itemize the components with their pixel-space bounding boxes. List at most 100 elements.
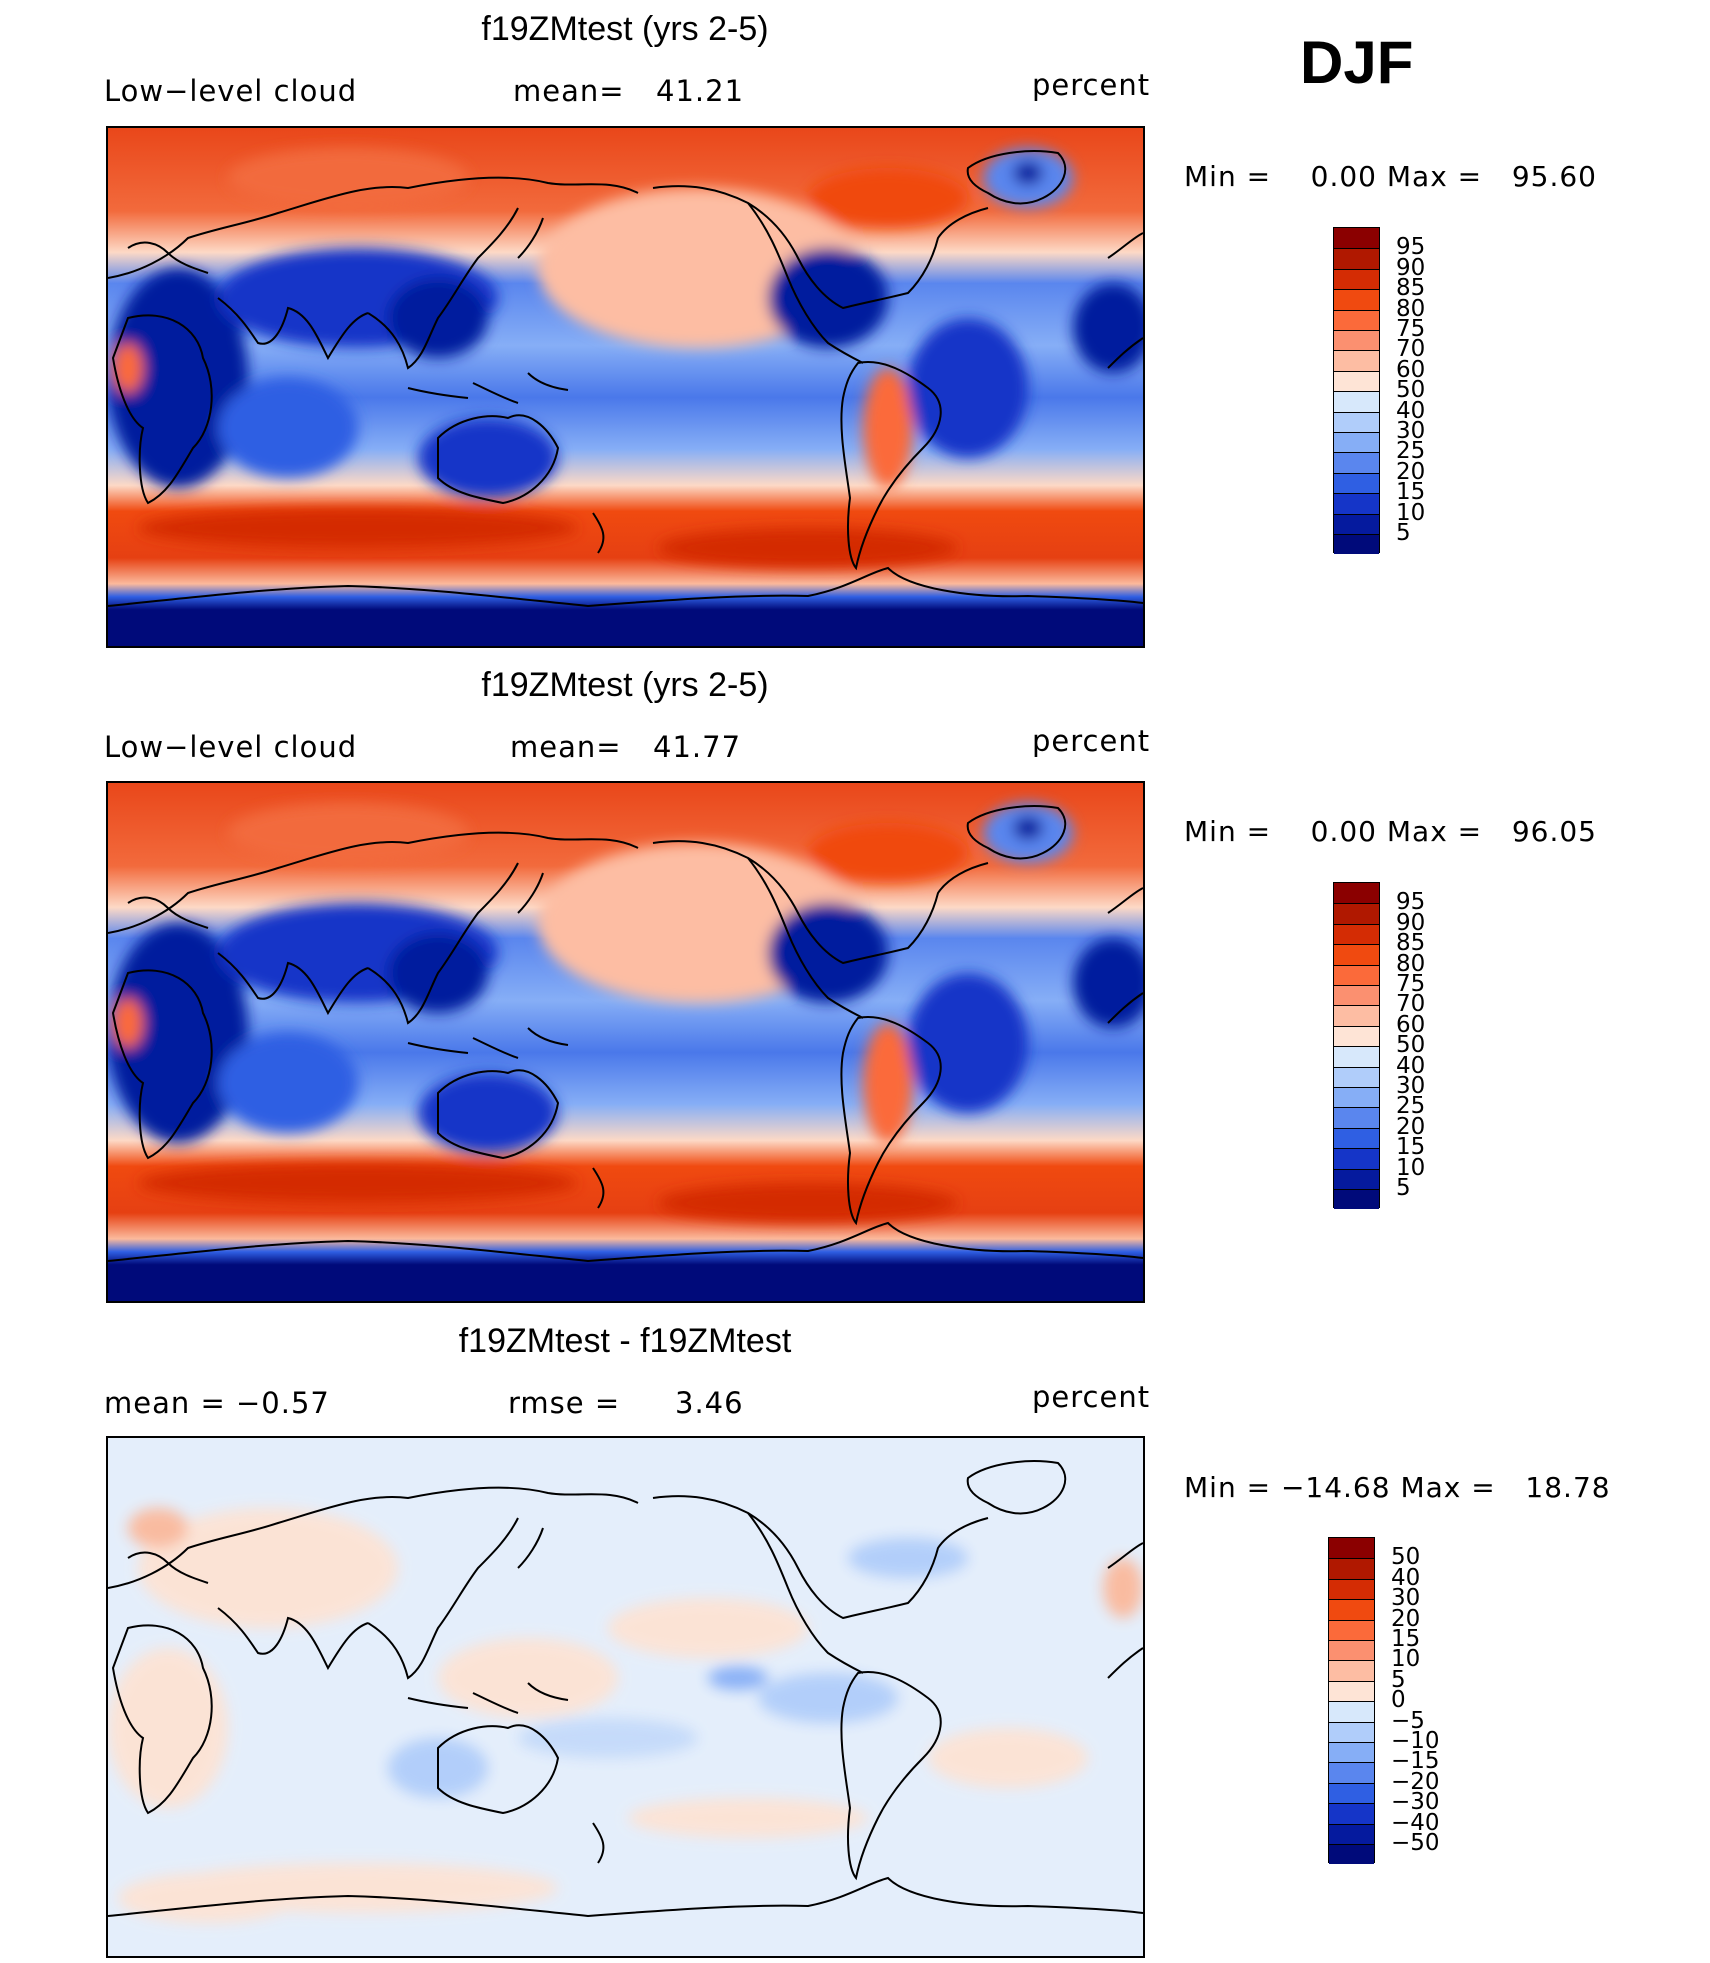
colorbar-segment [1329, 1680, 1374, 1702]
colorbar-tick-label: 85 [1396, 930, 1426, 957]
colorbar-tick-label: −15 [1391, 1748, 1440, 1775]
colorbar-tick-label: 30 [1391, 1585, 1421, 1612]
colorbar-tick-label: 10 [1396, 1154, 1426, 1181]
colorbar-box [1333, 227, 1380, 555]
colorbar-segment [1329, 1823, 1374, 1844]
colorbar-tick-label: 15 [1396, 1134, 1426, 1161]
colorbar-segment [1334, 903, 1379, 924]
panel-3-rmse-label: rmse = [508, 1386, 621, 1420]
colorbar-tick-label: 20 [1391, 1605, 1421, 1632]
panel-2-unit: percent [1032, 724, 1151, 758]
colorbar-segment [1329, 1619, 1374, 1640]
colorbar-segment [1334, 534, 1379, 555]
colorbar-tick-label: 40 [1391, 1564, 1421, 1591]
panel-3-mean-label: mean = −0.57 [104, 1386, 330, 1420]
colorbar-segment [1334, 1066, 1379, 1087]
panel-2-stat-value: 41.77 [653, 730, 742, 764]
colorbar-segment [1329, 1721, 1374, 1742]
colorbar-tick-label: 10 [1396, 499, 1426, 526]
panel-1-map [106, 126, 1145, 648]
colorbar-tick-label: −50 [1391, 1830, 1440, 1856]
panel-1-stat-value: 41.21 [656, 74, 745, 108]
colorbar-segment [1334, 248, 1379, 269]
panel-3-rmse-value: 3.46 [675, 1386, 744, 1420]
panel-3-map [106, 1436, 1145, 1958]
colorbar-tick-label: 75 [1396, 971, 1426, 997]
panel-3-map-field [108, 1438, 1143, 1956]
colorbar-segment [1334, 1148, 1379, 1169]
colorbar-segment [1334, 1127, 1379, 1149]
colorbar-tick-label: −40 [1391, 1809, 1440, 1836]
colorbar-tick-label: 0 [1391, 1687, 1406, 1714]
panel-1-title: f19ZMtest (yrs 2-5) [481, 10, 769, 48]
panel-1-minmax: Min = 0.00 Max = 95.60 [1184, 160, 1597, 193]
colorbar-tick-label: 50 [1391, 1544, 1421, 1571]
colorbar-tick-label: 40 [1396, 1052, 1426, 1079]
colorbar-tick-label: 15 [1396, 479, 1426, 506]
colorbar-tick-label: 80 [1396, 950, 1426, 977]
colorbar-segment [1329, 1558, 1374, 1579]
colorbar-tick-label: 20 [1396, 1113, 1426, 1140]
colorbar-segment [1329, 1640, 1374, 1661]
colorbar-segment [1334, 391, 1379, 412]
colorbar-tick-label: −20 [1391, 1768, 1440, 1795]
colorbar-tick-label: 5 [1396, 1175, 1411, 1201]
colorbar-segment [1334, 330, 1379, 351]
colorbar-segment [1334, 1087, 1379, 1108]
colorbar-segment [1334, 370, 1379, 392]
colorbar-segment [1329, 1762, 1374, 1783]
colorbar-segment [1334, 1189, 1379, 1210]
colorbar-segment [1334, 350, 1379, 371]
colorbar-segment [1334, 452, 1379, 473]
panel-1-variable-label: Low−level cloud [104, 74, 358, 108]
colorbar-segment [1334, 944, 1379, 965]
colorbar-tick-label: 15 [1391, 1626, 1421, 1652]
panel-2-map [106, 781, 1145, 1303]
colorbar-segment [1329, 1742, 1374, 1763]
colorbar-tick-label: 90 [1396, 909, 1426, 936]
colorbar-segment [1329, 1660, 1374, 1681]
colorbar-tick-label: 5 [1396, 520, 1411, 546]
colorbar-tick-label: −30 [1391, 1789, 1440, 1816]
season-label: DJF [1300, 29, 1414, 96]
colorbar-tick-label: 60 [1396, 356, 1426, 383]
colorbar-segment [1329, 1578, 1374, 1600]
colorbar-tick-label: 10 [1391, 1646, 1421, 1673]
colorbar-segment [1334, 513, 1379, 534]
panel-1-unit: percent [1032, 68, 1151, 102]
colorbar-tick-label: 40 [1396, 397, 1426, 424]
colorbar-tick-label: 25 [1396, 1093, 1426, 1120]
colorbar-segment [1334, 1107, 1379, 1128]
colorbar-tick-label: 60 [1396, 1011, 1426, 1038]
colorbar-box [1333, 882, 1380, 1210]
panel-2-title: f19ZMtest (yrs 2-5) [481, 666, 769, 704]
colorbar-segment [1334, 985, 1379, 1006]
panel-2-minmax: Min = 0.00 Max = 96.05 [1184, 815, 1597, 848]
colorbar-segment [1334, 1168, 1379, 1189]
colorbar-tick-label: 30 [1396, 1073, 1426, 1099]
colorbar-segment [1329, 1844, 1374, 1865]
panel-2-variable-label: Low−level cloud [104, 730, 358, 764]
colorbar-tick-label: 50 [1396, 1032, 1426, 1059]
colorbar-segment [1334, 1005, 1379, 1026]
colorbar-segment [1329, 1701, 1374, 1722]
panel-3-title: f19ZMtest - f19ZMtest [458, 1322, 792, 1360]
colorbar-segment [1334, 883, 1379, 904]
panel-3-minmax: Min = −14.68 Max = 18.78 [1184, 1471, 1611, 1504]
colorbar-tick-label: −10 [1391, 1728, 1440, 1754]
colorbar-tick-label: 75 [1396, 316, 1426, 342]
colorbar-segment [1334, 964, 1379, 985]
colorbar-segment [1334, 411, 1379, 432]
panel-2-map-field [108, 783, 1143, 1301]
colorbar-segment [1334, 923, 1379, 945]
colorbar-tick-label: 90 [1396, 254, 1426, 281]
colorbar-segment [1334, 1025, 1379, 1047]
colorbar-tick-label: 30 [1396, 418, 1426, 444]
colorbar-tick-label: −5 [1391, 1707, 1425, 1734]
colorbar-segment [1334, 472, 1379, 494]
colorbar-tick-label: 80 [1396, 295, 1426, 322]
colorbar-segment [1334, 432, 1379, 453]
panel-1-stat-label: mean= [513, 74, 625, 108]
colorbar-segment [1329, 1782, 1374, 1804]
colorbar-tick-label: 5 [1391, 1666, 1406, 1693]
